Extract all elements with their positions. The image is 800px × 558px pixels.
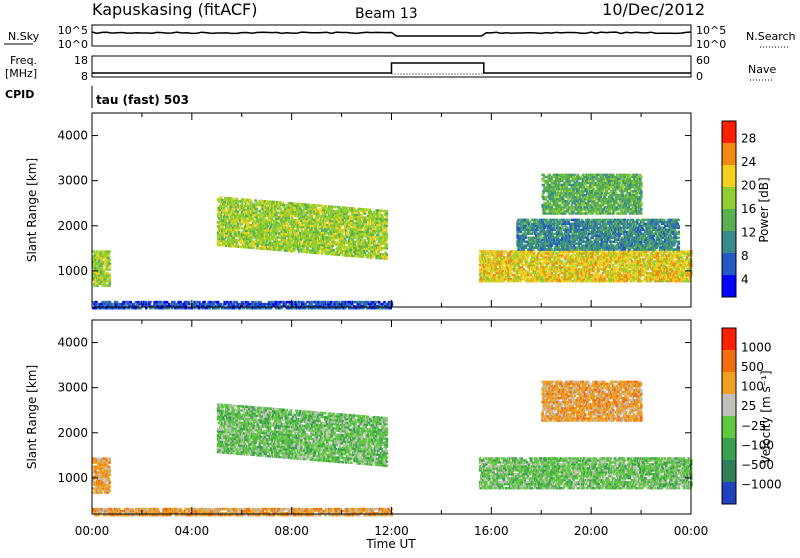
echo-cell xyxy=(237,212,240,214)
echo-cell xyxy=(221,199,224,201)
echo-cell xyxy=(288,217,291,219)
echo-cell xyxy=(324,205,327,207)
echo-cell xyxy=(321,205,324,207)
echo-cell xyxy=(297,230,300,232)
echo-cell xyxy=(315,227,318,229)
freq-unit-label: [MHz] xyxy=(5,67,37,80)
echo-cell xyxy=(224,209,227,211)
echo-cell xyxy=(282,204,285,206)
freq-tick-high: 18 xyxy=(74,54,88,67)
echo-cell xyxy=(220,197,223,199)
echo-cell xyxy=(386,237,389,239)
echo-cell xyxy=(255,210,258,212)
noise-tick-left-high: 10^5 xyxy=(58,24,88,37)
echo-cell xyxy=(345,240,348,242)
noise-tick-left-low: 10^0 xyxy=(58,38,88,51)
beam-title: Beam 13 xyxy=(355,6,418,22)
echo-cell xyxy=(373,240,376,242)
freq-label: Freq. xyxy=(10,54,37,67)
echo-cell xyxy=(368,221,371,223)
echo-cell xyxy=(255,208,258,210)
echo-cell xyxy=(386,210,389,212)
echo-cell xyxy=(346,232,349,234)
echo-cell xyxy=(386,233,389,235)
echo-cell xyxy=(252,247,255,249)
echo-cell xyxy=(386,256,389,258)
echo-cell xyxy=(369,209,372,211)
echo-cell xyxy=(108,258,111,260)
nave-tick-low: 0 xyxy=(696,70,703,83)
echo-cell xyxy=(108,274,111,276)
frequency-line xyxy=(92,63,691,73)
echo-cell xyxy=(255,202,258,204)
freq-tick-low: 8 xyxy=(81,70,88,83)
echo-cell xyxy=(386,218,389,220)
echo-cell xyxy=(333,206,336,208)
echo-cell xyxy=(328,243,331,245)
echo-cell xyxy=(108,262,111,264)
echo-cell xyxy=(386,216,389,218)
echo-cell xyxy=(386,225,389,227)
echo-cell xyxy=(362,256,365,258)
nave-label: Nave xyxy=(748,63,776,76)
echo-cell xyxy=(386,258,389,260)
noise-panel-frame xyxy=(92,25,691,46)
echo-cell xyxy=(108,268,111,270)
station-title: Kapuskasing (fitACF) xyxy=(92,0,257,19)
cpid-text: tau (fast) 503 xyxy=(96,93,189,107)
echo-cell xyxy=(288,219,291,221)
echo-cell xyxy=(332,249,335,251)
echo-cell xyxy=(254,199,257,201)
echo-cell xyxy=(232,198,235,200)
echo-cell xyxy=(238,231,241,233)
date-title: 10/Dec/2012 xyxy=(602,0,705,19)
nsearch-label: N.Search xyxy=(746,30,796,43)
echo-cell xyxy=(240,242,243,244)
echo-cell xyxy=(339,206,342,208)
echo-cell xyxy=(386,253,389,255)
echo-cell xyxy=(374,242,377,244)
echo-cell xyxy=(384,251,387,253)
echo-cell xyxy=(386,222,389,224)
echo-cell xyxy=(386,229,389,231)
power-echo-layer xyxy=(92,174,693,310)
echo-cell xyxy=(279,208,282,210)
noise-tick-right-low: 10^0 xyxy=(696,38,726,51)
echo-cell xyxy=(346,207,349,209)
echo-cell xyxy=(353,207,356,209)
echo-cell xyxy=(365,223,368,225)
echo-cell xyxy=(281,202,284,204)
echo-cell xyxy=(380,214,383,216)
echo-cell xyxy=(237,243,240,245)
echo-cell xyxy=(108,250,111,252)
noise-sky-line xyxy=(92,32,691,36)
echo-cell xyxy=(250,201,253,203)
echo-cell xyxy=(299,207,302,209)
echo-cell xyxy=(318,252,321,254)
echo-cell xyxy=(249,199,252,201)
noise-tick-right-high: 10^5 xyxy=(696,24,726,37)
echo-cell xyxy=(236,198,239,200)
cpid-label: CPID xyxy=(5,88,34,101)
nsky-label: N.Sky xyxy=(8,30,40,43)
echo-cell xyxy=(307,204,310,206)
echo-cell xyxy=(386,235,389,237)
echo-cell xyxy=(237,204,240,206)
echo-cell xyxy=(386,245,389,247)
echo-cell xyxy=(386,243,389,245)
nave-tick-high: 60 xyxy=(696,54,710,67)
echo-cell xyxy=(370,211,373,213)
echo-cell xyxy=(311,216,314,218)
echo-cell xyxy=(386,212,389,214)
echo-cell xyxy=(364,239,367,241)
